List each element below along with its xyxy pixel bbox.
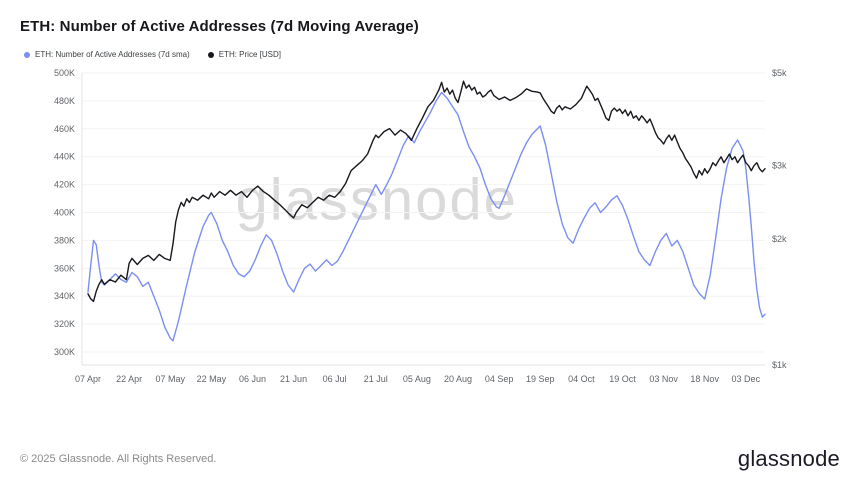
x-axis-label: 19 Sep: [526, 374, 555, 384]
x-axis-label: 04 Oct: [568, 374, 595, 384]
x-axis-label: 05 Aug: [403, 374, 431, 384]
x-axis-label: 06 Jun: [239, 374, 266, 384]
legend-dot-icon: [24, 51, 30, 58]
right-axis-label: $3k: [772, 161, 787, 171]
legend-item[interactable]: ETH: Number of Active Addresses (7d sma): [24, 50, 190, 59]
left-axis-label: 500K: [54, 68, 75, 78]
active-addresses-line[interactable]: [87, 91, 766, 342]
x-axis-label: 21 Jun: [280, 374, 307, 384]
x-axis-label: 03 Nov: [649, 374, 678, 384]
x-axis-label: 21 Jul: [364, 374, 388, 384]
legend-dot-icon: [207, 51, 214, 58]
left-axis-label: 360K: [54, 263, 75, 273]
line-chart[interactable]: 300K 320K 340K 360K 380K 400K 420K 440K 460K 480K…: [20, 65, 840, 395]
x-axis-label: 22 May: [197, 374, 227, 384]
left-axis-label: 380K: [54, 235, 75, 245]
legend-item[interactable]: ETH: Price [USD]: [207, 50, 281, 59]
x-axis-label: 04 Sep: [485, 374, 514, 384]
glassnode-logo: glassnode: [737, 446, 840, 471]
left-axis-label: 460K: [54, 124, 75, 134]
x-axis-label: 07 May: [155, 374, 185, 384]
x-axis-label: 18 Nov: [690, 374, 719, 384]
footer: © 2025 Glassnode. All Rights Reserved. g…: [20, 446, 840, 472]
left-axis-label: 320K: [54, 319, 75, 329]
chart-area: glassnode 300K 320K 340K 360K 380K 400K 420K 44…: [20, 65, 840, 403]
left-axis-label: 440K: [54, 152, 75, 162]
x-axis-label: 22 Apr: [116, 374, 142, 384]
x-axis-label: 20 Aug: [444, 374, 472, 384]
x-axis-label: 07 Apr: [75, 374, 101, 384]
x-axis-label: 06 Jul: [323, 374, 347, 384]
left-axis-label: 300K: [54, 347, 75, 357]
legend-label: ETH: Price [USD]: [218, 50, 281, 59]
right-axis-label: $5k: [772, 68, 787, 78]
right-axis-label: $2k: [772, 234, 787, 244]
price-line[interactable]: [87, 80, 766, 303]
left-axis-label: 480K: [54, 96, 75, 106]
left-axis-label: 340K: [54, 291, 75, 301]
legend-label: ETH: Number of Active Addresses (7d sma): [35, 50, 190, 59]
right-axis-label: $1k: [772, 360, 787, 370]
page-title: ETH: Number of Active Addresses (7d Movi…: [20, 18, 419, 35]
glassnode-watermark: glassnode: [235, 167, 518, 233]
x-axis-label: 19 Oct: [609, 374, 636, 384]
left-axis-label: 420K: [54, 180, 75, 190]
x-axis-label: 03 Dec: [732, 374, 761, 384]
copyright-text: © 2025 Glassnode. All Rights Reserved.: [20, 453, 217, 465]
legend: ETH: Number of Active Addresses (7d sma)…: [20, 50, 840, 59]
left-axis-label: 400K: [54, 208, 75, 218]
